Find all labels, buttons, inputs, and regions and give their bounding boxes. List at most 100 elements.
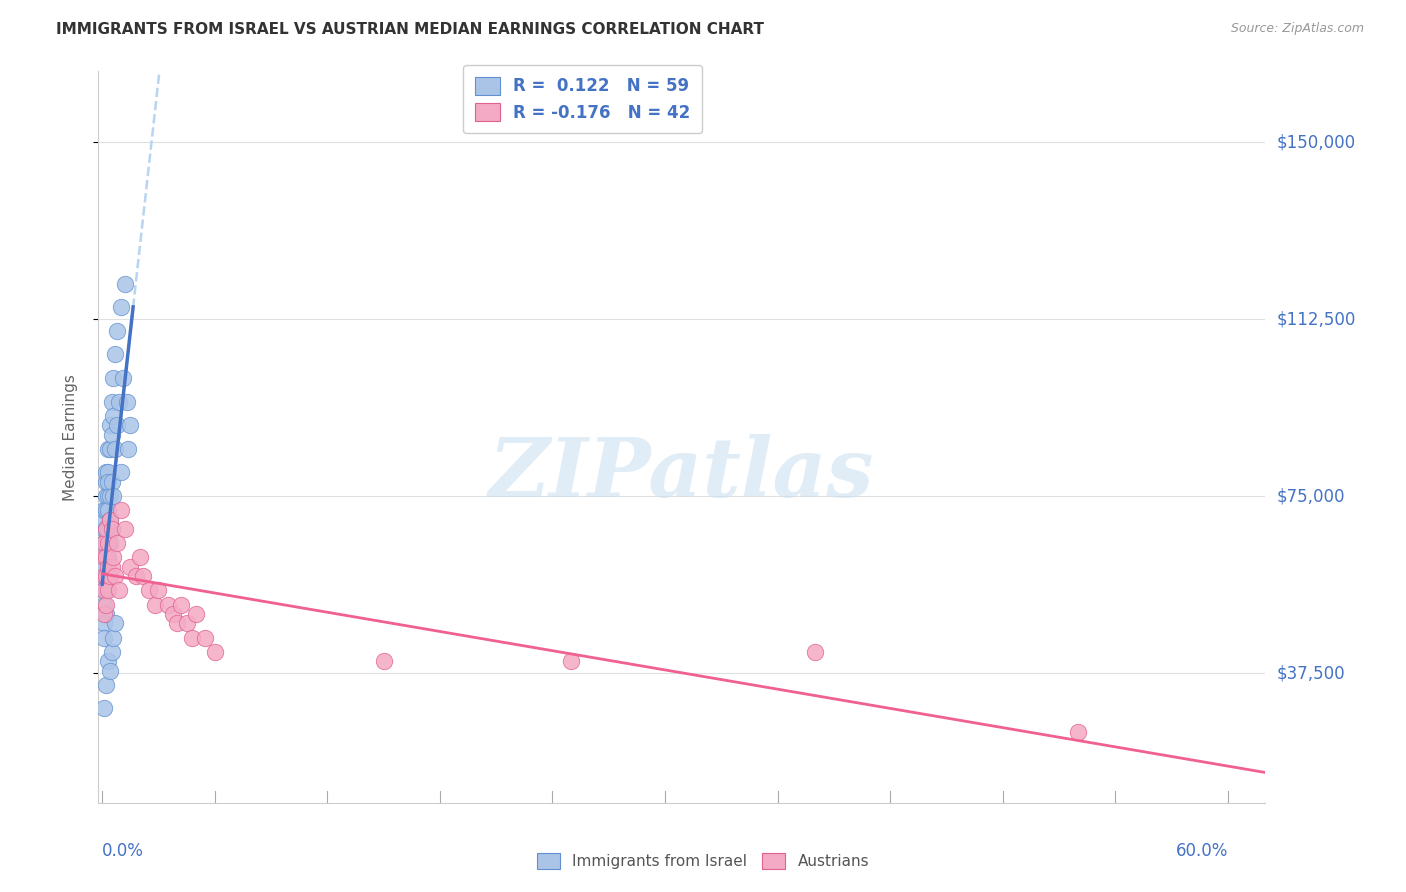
Point bbox=[100, 522, 122, 536]
Point bbox=[94, 569, 117, 583]
Point bbox=[204, 645, 226, 659]
Point bbox=[97, 489, 120, 503]
Text: 60.0%: 60.0% bbox=[1175, 842, 1227, 860]
Point bbox=[100, 559, 122, 574]
Point bbox=[117, 442, 139, 456]
Point bbox=[94, 569, 117, 583]
Point bbox=[93, 503, 115, 517]
Point bbox=[184, 607, 207, 621]
Point bbox=[93, 513, 115, 527]
Point bbox=[93, 559, 115, 574]
Point bbox=[560, 654, 582, 668]
Point bbox=[105, 536, 128, 550]
Point bbox=[97, 503, 120, 517]
Point bbox=[100, 645, 122, 659]
Point bbox=[93, 536, 115, 550]
Point bbox=[94, 522, 117, 536]
Point bbox=[98, 513, 121, 527]
Point bbox=[97, 522, 120, 536]
Point bbox=[104, 442, 127, 456]
Point bbox=[110, 301, 132, 315]
Text: ZIPatlas: ZIPatlas bbox=[489, 434, 875, 514]
Point bbox=[97, 654, 120, 668]
Point bbox=[132, 569, 155, 583]
Point bbox=[94, 678, 117, 692]
Point bbox=[93, 583, 115, 598]
Point bbox=[93, 569, 115, 583]
Point bbox=[98, 513, 121, 527]
Point bbox=[181, 631, 204, 645]
Point bbox=[128, 550, 150, 565]
Point bbox=[97, 583, 120, 598]
Point bbox=[98, 442, 121, 456]
Point bbox=[93, 598, 115, 612]
Point bbox=[97, 475, 120, 489]
Point bbox=[148, 583, 170, 598]
Point bbox=[93, 569, 115, 583]
Y-axis label: Median Earnings: Median Earnings bbox=[63, 374, 77, 500]
Point bbox=[97, 466, 120, 480]
Point bbox=[162, 607, 184, 621]
Point bbox=[103, 550, 125, 565]
Point bbox=[108, 583, 131, 598]
Point bbox=[93, 536, 115, 550]
Point bbox=[98, 536, 121, 550]
Point bbox=[97, 550, 120, 565]
Point bbox=[120, 559, 142, 574]
Point bbox=[104, 616, 127, 631]
Point bbox=[170, 598, 193, 612]
Point bbox=[94, 503, 117, 517]
Point bbox=[97, 569, 120, 583]
Text: $150,000: $150,000 bbox=[1277, 133, 1355, 151]
Point bbox=[125, 569, 148, 583]
Point bbox=[103, 409, 125, 423]
Point bbox=[110, 466, 132, 480]
Point bbox=[103, 489, 125, 503]
Point bbox=[104, 347, 127, 361]
Point bbox=[98, 569, 121, 583]
Point bbox=[176, 616, 198, 631]
Point bbox=[138, 583, 160, 598]
Point bbox=[94, 536, 117, 550]
Point bbox=[194, 631, 217, 645]
Point bbox=[93, 631, 115, 645]
Text: 0.0%: 0.0% bbox=[103, 842, 143, 860]
Point bbox=[98, 664, 121, 678]
Point bbox=[166, 616, 188, 631]
Point bbox=[100, 427, 122, 442]
Point bbox=[804, 645, 827, 659]
Point bbox=[93, 607, 115, 621]
Point bbox=[97, 536, 120, 550]
Point bbox=[94, 475, 117, 489]
Text: IMMIGRANTS FROM ISRAEL VS AUSTRIAN MEDIAN EARNINGS CORRELATION CHART: IMMIGRANTS FROM ISRAEL VS AUSTRIAN MEDIA… bbox=[56, 22, 765, 37]
Point bbox=[93, 616, 115, 631]
Point bbox=[93, 522, 115, 536]
Point bbox=[94, 466, 117, 480]
Point bbox=[156, 598, 179, 612]
Point bbox=[105, 418, 128, 433]
Point bbox=[97, 442, 120, 456]
Point bbox=[97, 559, 120, 574]
Point bbox=[98, 418, 121, 433]
Point bbox=[93, 550, 115, 565]
Point bbox=[94, 550, 117, 565]
Point bbox=[103, 371, 125, 385]
Text: Source: ZipAtlas.com: Source: ZipAtlas.com bbox=[1230, 22, 1364, 36]
Point bbox=[108, 394, 131, 409]
Point bbox=[94, 489, 117, 503]
Point bbox=[114, 522, 136, 536]
Point bbox=[114, 277, 136, 291]
Point bbox=[373, 654, 395, 668]
Point bbox=[103, 631, 125, 645]
Point bbox=[94, 583, 117, 598]
Point bbox=[100, 522, 122, 536]
Point bbox=[94, 550, 117, 565]
Point bbox=[100, 475, 122, 489]
Point bbox=[93, 583, 115, 598]
Point bbox=[110, 503, 132, 517]
Point bbox=[98, 489, 121, 503]
Point bbox=[105, 324, 128, 338]
Text: $37,500: $37,500 bbox=[1277, 664, 1346, 682]
Point bbox=[143, 598, 166, 612]
Legend: R =  0.122   N = 59, R = -0.176   N = 42: R = 0.122 N = 59, R = -0.176 N = 42 bbox=[463, 65, 702, 133]
